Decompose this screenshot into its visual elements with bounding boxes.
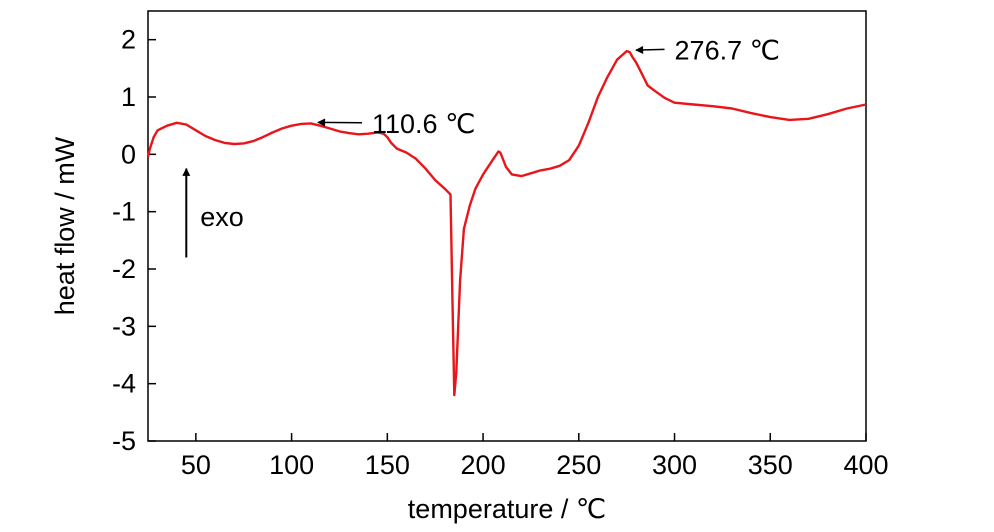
x-tick-label: 50 xyxy=(181,450,211,480)
x-tick-label: 300 xyxy=(652,450,697,480)
heat-flow-curve xyxy=(146,49,867,397)
x-tick-label: 350 xyxy=(748,450,793,480)
y-tick-label: -1 xyxy=(112,197,136,227)
x-tick-label: 250 xyxy=(556,450,601,480)
y-tick-label: -5 xyxy=(112,426,136,456)
y-tick-label: -3 xyxy=(112,311,136,341)
x-tick-label: 400 xyxy=(843,450,888,480)
annotations: 110.6 ℃ 276.7 ℃ exo xyxy=(182,35,780,258)
y-tick-label: 0 xyxy=(121,139,136,169)
y-tick-label: 1 xyxy=(121,82,136,112)
peak-arrow xyxy=(635,45,665,54)
y-axis-label: heat flow / mW xyxy=(50,136,80,315)
y-tick-label: 2 xyxy=(121,25,136,55)
x-tick-label: 150 xyxy=(365,450,410,480)
series-layer xyxy=(146,49,867,397)
x-tick-label: 200 xyxy=(461,450,506,480)
exo-label: exo xyxy=(200,202,244,232)
y-tick-label: -2 xyxy=(112,254,136,284)
y-axis: 2 1 0 -1 -2 -3 -4 -5 xyxy=(112,25,156,456)
x-axis-label: temperature / ℃ xyxy=(408,494,606,524)
peak-label: 276.7 ℃ xyxy=(675,35,780,65)
x-axis: 50 100 150 200 250 300 350 400 xyxy=(181,433,889,480)
peak-label: 110.6 ℃ xyxy=(372,109,475,139)
x-tick-label: 100 xyxy=(269,450,314,480)
y-tick-label: -4 xyxy=(112,369,136,399)
plot-area-frame xyxy=(147,10,867,442)
